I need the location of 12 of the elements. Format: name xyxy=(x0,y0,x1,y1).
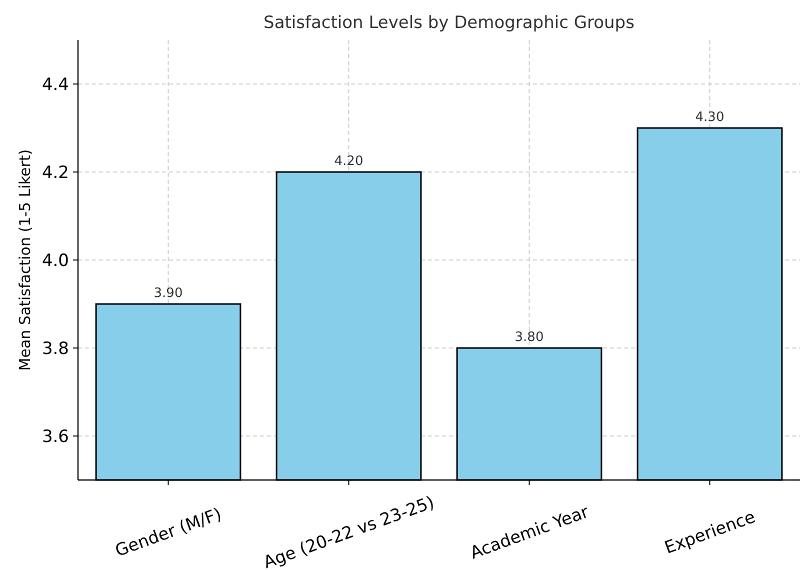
y-tick-label: 3.8 xyxy=(42,338,69,359)
y-tick-label: 4.2 xyxy=(42,162,69,183)
data-label: 3.80 xyxy=(514,330,544,345)
x-tick-label: Gender (M/F) xyxy=(112,504,224,562)
data-label: 3.90 xyxy=(154,286,183,301)
chart-title: Satisfaction Levels by Demographic Groups xyxy=(264,13,635,33)
y-tick-label: 4.4 xyxy=(42,74,69,95)
y-tick-label: 3.6 xyxy=(42,426,69,447)
data-label: 4.30 xyxy=(695,110,724,125)
data-label: 4.20 xyxy=(334,154,364,169)
y-tick-label: 4.0 xyxy=(42,250,69,271)
y-axis-title: Mean Satisfaction (1-5 Likert) xyxy=(16,149,34,371)
